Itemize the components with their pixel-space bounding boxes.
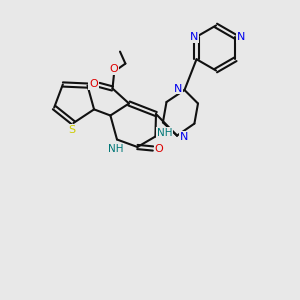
Text: NH: NH	[108, 143, 123, 154]
Text: S: S	[68, 124, 76, 135]
Text: N: N	[190, 32, 198, 42]
Text: O: O	[154, 143, 164, 154]
Text: N: N	[174, 83, 182, 94]
Text: N: N	[237, 32, 245, 42]
Text: O: O	[89, 79, 98, 89]
Text: N: N	[179, 132, 188, 142]
Text: O: O	[110, 64, 118, 74]
Text: NH: NH	[157, 128, 172, 138]
